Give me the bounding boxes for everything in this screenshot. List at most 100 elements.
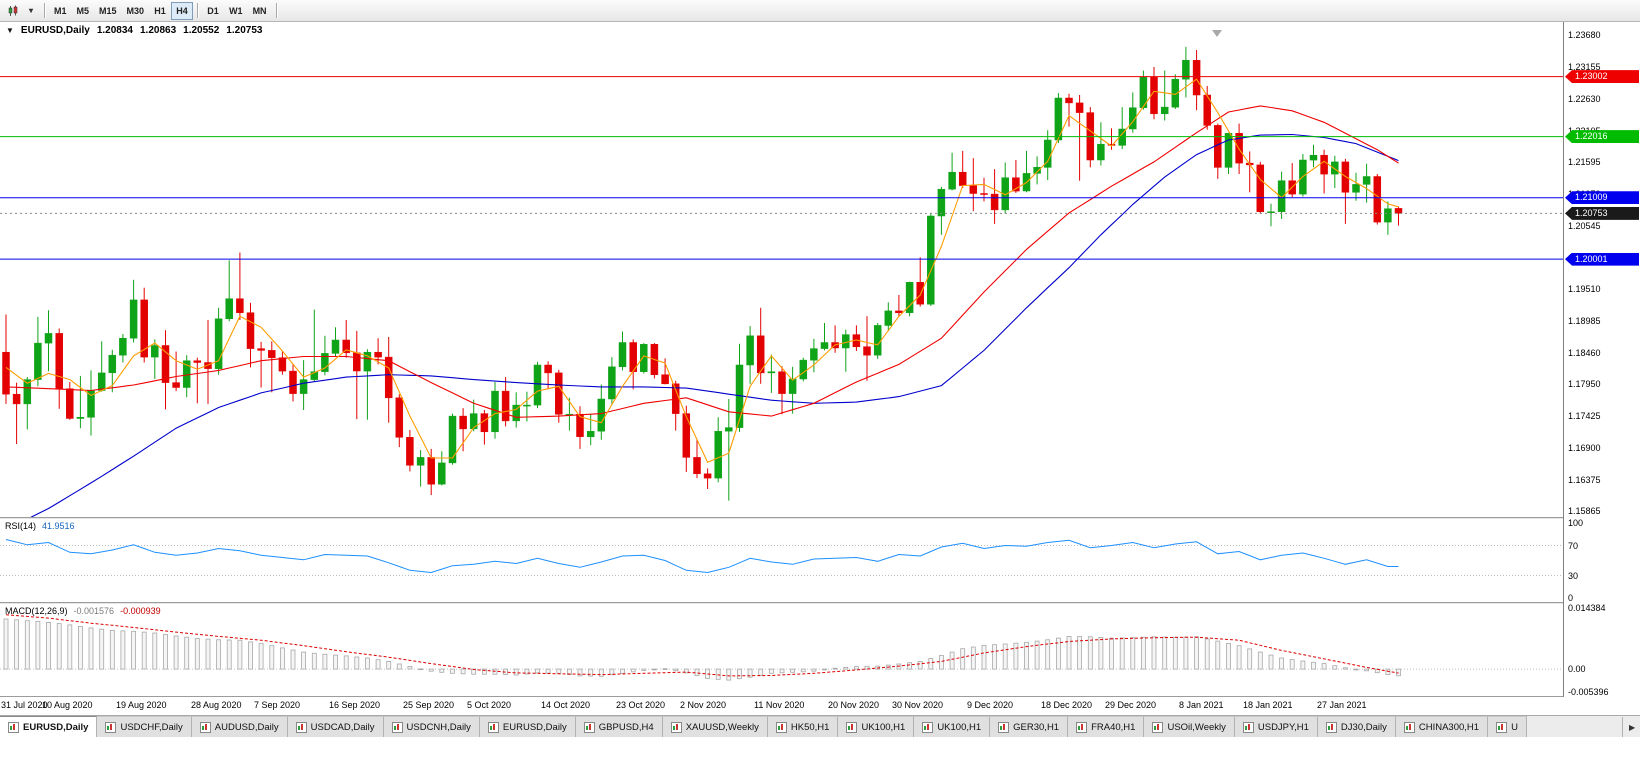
timeframe-button-m5[interactable]: M5 <box>72 2 95 20</box>
tab-label: EURUSD,Daily <box>23 721 89 733</box>
chart-title[interactable]: ▼ EURUSD,Daily 1.20834 1.20863 1.20552 1… <box>6 25 262 36</box>
chart-tab[interactable]: CHINA300,H1 <box>1395 716 1489 737</box>
tab-chart-icon <box>1325 721 1337 733</box>
ohlc-low: 1.20552 <box>183 25 220 36</box>
axis-tick-label: 1.22630 <box>1568 94 1601 105</box>
chart-tab[interactable]: EURUSD,Daily <box>0 716 98 737</box>
time-axis-label: 28 Aug 2020 <box>191 700 242 710</box>
axis-tick-label: 1.15865 <box>1568 505 1601 516</box>
top-toolbar: ▾ M1 M5 M15 M30 H1 H4 D1 W1 MN <box>0 0 1640 22</box>
chart-tab[interactable]: GER30,H1 <box>990 716 1069 737</box>
axis-tick-label: 1.20545 <box>1568 221 1601 231</box>
tab-scroll-right-button[interactable]: ▶ <box>1622 717 1640 737</box>
tab-chart-icon <box>295 721 307 733</box>
macd-histogram <box>3 618 1401 681</box>
time-axis-label: 8 Jan 2021 <box>1179 700 1224 710</box>
chart-tab[interactable]: UK100,H1 <box>838 716 915 737</box>
chart-tab[interactable]: U <box>1488 716 1527 737</box>
time-axis-label: 27 Jan 2021 <box>1317 700 1367 710</box>
chart-shift-marker-icon[interactable] <box>1212 30 1222 37</box>
chart-type-button[interactable] <box>4 2 22 20</box>
chart-tabbar: EURUSD,Daily USDCHF,Daily AUDUSD,Daily USDC… <box>0 715 1640 737</box>
tab-label: CHINA300,H1 <box>1418 721 1480 733</box>
chart-tab[interactable]: USDCNH,Daily <box>383 716 480 737</box>
hline-price-badge[interactable]: 1.21009 <box>1565 191 1639 205</box>
toolbar-separator <box>44 3 45 18</box>
timeframe-button-d1[interactable]: D1 <box>202 2 224 20</box>
macd-indicator-pane[interactable] <box>0 604 1563 696</box>
ohlc-close: 1.20753 <box>226 25 263 36</box>
tab-chart-icon <box>1152 721 1164 733</box>
rsi-indicator-name: RSI(14) <box>5 521 37 531</box>
time-axis-label: 20 Nov 2020 <box>828 700 880 710</box>
time-axis-label: 29 Dec 2020 <box>1105 700 1157 710</box>
time-axis-label: 16 Sep 2020 <box>329 700 381 710</box>
chart-tab[interactable]: USDCHF,Daily <box>97 716 192 737</box>
chart-tab[interactable]: USDJPY,H1 <box>1234 716 1318 737</box>
toolbar-separator <box>275 3 277 18</box>
timeframe-button-m30[interactable]: M30 <box>122 2 150 20</box>
tab-label: XAUUSD,Weekly <box>685 721 759 733</box>
time-axis-label: 25 Sep 2020 <box>403 700 455 710</box>
timeframe-button-m15[interactable]: M15 <box>94 2 122 20</box>
axis-tick-label: -0.005396 <box>1568 687 1609 697</box>
axis-tick-label: 0 <box>1568 593 1574 603</box>
time-axis[interactable]: 31 Jul 2020 10 Aug 2020 19 Aug 2020 28 Aug … <box>0 697 1563 715</box>
chart-tab[interactable]: FRA40,H1 <box>1068 716 1145 737</box>
chevron-down-icon: ▾ <box>28 6 33 15</box>
time-axis-label: 19 Aug 2020 <box>116 700 167 710</box>
chart-tab[interactable]: UK100,H1 <box>914 716 991 737</box>
chart-tab[interactable]: GBPUSD,H4 <box>575 716 663 737</box>
timeframe-toolbar: M1 M5 M15 M30 H1 H4 D1 W1 MN <box>49 1 281 20</box>
tab-label: GBPUSD,H4 <box>598 721 654 733</box>
rsi-value: 41.9516 <box>42 521 75 531</box>
axis-tick-label: 1.23155 <box>1568 62 1601 73</box>
chart-tab[interactable]: USDCAD,Daily <box>287 716 384 737</box>
axis-tick-label: 1.19510 <box>1568 284 1601 294</box>
hline-price-badge[interactable]: 1.22016 <box>1565 130 1639 144</box>
pane-separator[interactable] <box>0 517 1640 519</box>
chart-tab[interactable]: HK50,H1 <box>767 716 839 737</box>
tab-chart-icon <box>487 721 499 733</box>
time-axis-label: 5 Oct 2020 <box>467 700 512 710</box>
ohlc-high: 1.20863 <box>139 25 177 36</box>
hline-price-badge[interactable]: 1.23002 <box>1565 70 1639 84</box>
current-price-badge[interactable]: 1.20753 <box>1565 206 1639 220</box>
tab-chart-icon <box>391 721 403 733</box>
timeframe-button-w1[interactable]: W1 <box>224 2 248 20</box>
axis-tick-label: 1.16375 <box>1568 474 1601 485</box>
hline-price-badge[interactable]: 1.20001 <box>1565 252 1639 266</box>
tab-label: DJ30,Daily <box>1340 721 1387 733</box>
one-click-trading-expand-icon[interactable]: ▼ <box>6 26 14 35</box>
time-axis-label: 2 Nov 2020 <box>680 700 727 710</box>
timeframe-button-h1[interactable]: H1 <box>149 2 171 20</box>
tab-label: USOil,Weekly <box>1167 721 1226 733</box>
rsi-indicator-pane[interactable] <box>0 519 1563 602</box>
chart-tab[interactable]: AUDUSD,Daily <box>191 716 288 737</box>
macd-indicator-name: MACD(12,26,9) <box>5 606 68 616</box>
timeframe-button-h4[interactable]: H4 <box>171 1 194 20</box>
chart-tab[interactable]: XAUUSD,Weekly <box>662 716 768 737</box>
timeframe-button-m1[interactable]: M1 <box>49 2 72 20</box>
axis-tick-label: 100 <box>1568 518 1584 528</box>
tab-label: FRA40,H1 <box>1091 721 1136 733</box>
tab-label: U <box>1511 721 1518 733</box>
price-chart-pane[interactable] <box>0 22 1563 517</box>
price-axis[interactable]: 1.236801.231551.226301.221051.215951.210… <box>1563 22 1640 697</box>
chart-window: ▼ EURUSD,Daily 1.20834 1.20863 1.20552 1… <box>0 22 1640 715</box>
time-axis-label: 18 Jan 2021 <box>1243 700 1293 710</box>
tab-label: USDCNH,Daily <box>406 721 471 733</box>
chart-tab[interactable]: USOil,Weekly <box>1144 716 1235 737</box>
time-axis-label: 31 Jul 2020 <box>1 700 48 710</box>
rsi-line <box>5 539 1399 574</box>
chart-tab[interactable]: EURUSD,Daily <box>479 716 576 737</box>
tab-chart-icon <box>1076 721 1088 733</box>
axis-tick-label: 1.17950 <box>1568 378 1601 389</box>
tab-chart-icon <box>199 721 211 733</box>
status-strip <box>0 737 1640 771</box>
pane-separator[interactable] <box>0 602 1640 604</box>
tab-label: UK100,H1 <box>937 721 982 733</box>
chart-type-dropdown-button[interactable]: ▾ <box>22 2 40 20</box>
chart-tab[interactable]: DJ30,Daily <box>1317 716 1396 737</box>
timeframe-button-mn[interactable]: MN <box>248 2 272 20</box>
